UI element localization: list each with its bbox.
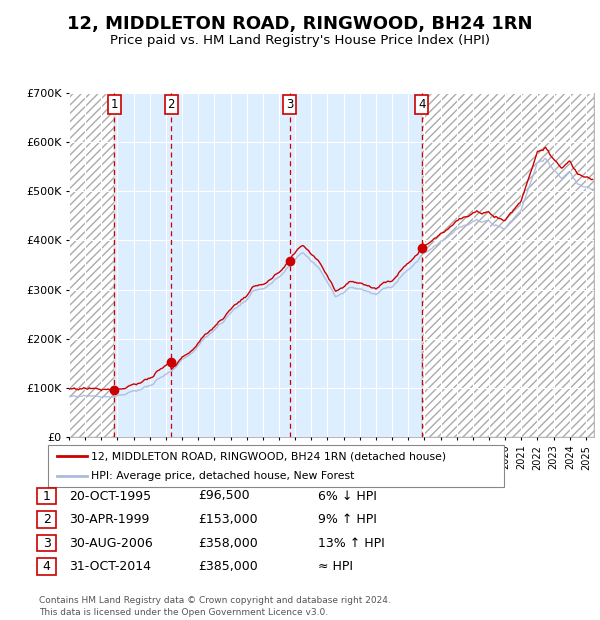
Text: 4: 4 [43,560,51,573]
Text: 3: 3 [286,98,293,111]
Text: 12, MIDDLETON ROAD, RINGWOOD, BH24 1RN (detached house): 12, MIDDLETON ROAD, RINGWOOD, BH24 1RN (… [91,451,446,461]
Bar [69,93,114,437]
Text: 9% ↑ HPI: 9% ↑ HPI [318,513,377,526]
Text: 13% ↑ HPI: 13% ↑ HPI [318,537,385,549]
Text: 1: 1 [110,98,118,111]
Text: 12, MIDDLETON ROAD, RINGWOOD, BH24 1RN: 12, MIDDLETON ROAD, RINGWOOD, BH24 1RN [67,16,533,33]
Text: ≈ HPI: ≈ HPI [318,560,353,573]
Text: 4: 4 [418,98,425,111]
Text: 20-OCT-1995: 20-OCT-1995 [69,490,151,502]
Text: 30-AUG-2006: 30-AUG-2006 [69,537,153,549]
Text: Price paid vs. HM Land Registry's House Price Index (HPI): Price paid vs. HM Land Registry's House … [110,34,490,47]
Text: HPI: Average price, detached house, New Forest: HPI: Average price, detached house, New … [91,471,355,481]
Text: £153,000: £153,000 [198,513,257,526]
Text: £96,500: £96,500 [198,490,250,502]
Bar [422,93,594,437]
Text: 6% ↓ HPI: 6% ↓ HPI [318,490,377,502]
Text: Contains HM Land Registry data © Crown copyright and database right 2024.
This d: Contains HM Land Registry data © Crown c… [39,596,391,617]
Text: 2: 2 [167,98,175,111]
Text: 2: 2 [43,513,51,526]
Text: £385,000: £385,000 [198,560,258,573]
Text: 31-OCT-2014: 31-OCT-2014 [69,560,151,573]
Text: 1: 1 [43,490,51,502]
Text: 30-APR-1999: 30-APR-1999 [69,513,149,526]
Text: 3: 3 [43,537,51,549]
Text: £358,000: £358,000 [198,537,258,549]
